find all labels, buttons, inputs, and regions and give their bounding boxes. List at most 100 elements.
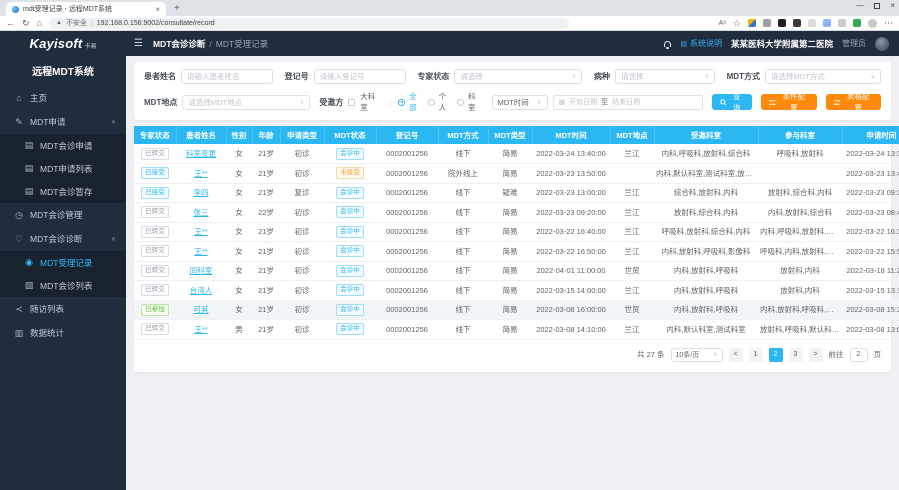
radio-科室[interactable]	[457, 98, 464, 106]
system-help-link[interactable]: ▤ 系统说明	[680, 38, 722, 49]
window-minimize-button[interactable]: —	[856, 1, 865, 10]
cell-patient-name[interactable]: 王**	[176, 319, 226, 340]
new-tab-button[interactable]: +	[174, 3, 180, 14]
sidebar-item-数据统计[interactable]: ▥ 数据统计	[0, 321, 126, 345]
patient-name-input[interactable]: 请输入患者姓名	[181, 69, 273, 84]
read-aloud-icon[interactable]: Aᵃ	[718, 19, 726, 27]
cell-patient-name[interactable]: 同科室	[176, 261, 226, 281]
search-button[interactable]: 查询	[711, 92, 753, 112]
patient-name-link[interactable]: 同科室	[189, 266, 213, 276]
mdt-mode-select[interactable]: 请选择MDT方式 ∨	[764, 69, 881, 84]
sidebar-item-MDT申请[interactable]: ✎ MDT申请 ∧	[0, 110, 126, 134]
home-icon[interactable]: ⌂	[36, 17, 42, 28]
sidebar-item-MDT会诊暂存[interactable]: ▤ MDT会诊暂存	[0, 180, 126, 203]
url-field[interactable]: ▲ 不安全 | 192.168.0.156:9002/consultate/re…	[48, 17, 569, 29]
cell-mdt-place: 兰江	[610, 202, 654, 223]
page-size-select[interactable]: 10条/页 ∨	[670, 347, 723, 362]
page-button-2[interactable]: 2	[768, 347, 783, 362]
big-dept-checkbox[interactable]	[348, 98, 356, 106]
cell-joined-depts	[758, 163, 842, 184]
back-icon[interactable]: ←	[6, 17, 15, 28]
window-close-button[interactable]: ×	[890, 1, 895, 10]
notification-bell-icon[interactable]	[664, 40, 672, 49]
cell-mdt-type: 简易	[488, 300, 532, 320]
goto-page-input[interactable]: 2	[849, 347, 868, 362]
cell-invited-depts: 内科,放射科,呼吸科	[654, 300, 758, 320]
condition-config-button[interactable]: 条件配置	[761, 92, 817, 112]
extension-icon[interactable]	[763, 19, 771, 27]
patient-name-link[interactable]: 王**	[194, 246, 208, 256]
browser-tab[interactable]: mdt受理记录 - 远程MDT系统 ×	[6, 2, 166, 16]
extension-icon[interactable]	[793, 19, 801, 27]
cell-patient-name[interactable]: 科室变更	[176, 144, 226, 164]
patient-name-link[interactable]: 台湾人	[189, 285, 213, 295]
cell-mdt-type: 简易	[488, 319, 532, 340]
cell-reg-no: 0002001256	[376, 163, 438, 184]
cell-mdt-type: 简易	[488, 280, 532, 301]
date-range-picker[interactable]: ▦ 开始日期 至 结束日期	[552, 94, 703, 110]
mdt-place-select[interactable]: 请选择MDT地点 ∨	[182, 94, 311, 110]
page-button-3[interactable]: 3	[788, 347, 803, 362]
cell-age: 21岁	[252, 163, 280, 184]
split-screen-icon[interactable]	[823, 19, 831, 27]
sidebar-item-MDT会诊诊断[interactable]: ♡ MDT会诊诊断 ∧	[0, 227, 126, 251]
user-avatar[interactable]	[875, 36, 889, 51]
time-type-select[interactable]: MDT时间 ∨	[491, 94, 548, 110]
extension-icon[interactable]	[808, 19, 816, 27]
window-maximize-button[interactable]	[874, 2, 881, 9]
extension-icon[interactable]	[778, 19, 786, 27]
browser-chrome: mdt受理记录 - 远程MDT系统 × + — × ← ↻ ⌂ ▲ 不安全 | …	[0, 0, 899, 31]
register-no-input[interactable]: 请输入登记号	[313, 69, 406, 84]
more-menu-icon[interactable]: ⋯	[884, 17, 893, 28]
table-row: 已转交 王** 女 21岁 初诊 会诊中 0002001256 线下 简易 2022-03-22 …	[134, 241, 899, 262]
prev-page-button[interactable]: <	[728, 347, 743, 362]
expert-status-select[interactable]: 请选择 ∨	[454, 69, 583, 84]
sidebar-item-MDT会诊申请[interactable]: ▤ MDT会诊申请	[0, 134, 126, 157]
tab-close-icon[interactable]: ×	[155, 4, 160, 14]
date-end-input[interactable]: 结束日期	[612, 99, 641, 106]
patient-name-link[interactable]: 科室变更	[186, 149, 216, 158]
refresh-icon[interactable]: ↻	[22, 17, 30, 28]
patient-name-link[interactable]: 王**	[194, 227, 208, 237]
cell-patient-name[interactable]: 李四	[176, 183, 226, 203]
disease-select[interactable]: 请选择 ∨	[614, 69, 715, 84]
patient-name-link[interactable]: 张三	[193, 207, 209, 217]
browser-profile-avatar[interactable]	[868, 18, 877, 28]
cell-mdt-place: 世贸	[610, 261, 654, 281]
cell-patient-name[interactable]: 王**	[176, 241, 226, 262]
cell-patient-name[interactable]: 可其	[176, 300, 226, 320]
patient-name-link[interactable]: 可其	[193, 305, 209, 315]
collections-icon[interactable]	[838, 19, 846, 27]
sidebar-item-MDT受理记录[interactable]: ◉ MDT受理记录	[0, 251, 126, 274]
home-icon: ⌂	[16, 93, 22, 103]
cell-patient-name[interactable]: 台湾人	[176, 280, 226, 301]
page-button-1[interactable]: 1	[748, 347, 763, 362]
radio-全部[interactable]	[398, 98, 406, 106]
sidebar-item-MDT申请列表[interactable]: ▤ MDT申请列表	[0, 157, 126, 180]
radio-个人[interactable]	[427, 98, 435, 106]
date-start-input[interactable]: 开始日期	[569, 99, 598, 106]
sidebar-item-MDT会诊列表[interactable]: ▧ MDT会诊列表	[0, 274, 126, 297]
cell-gender: 女	[226, 163, 252, 184]
table-config-button[interactable]: 表格配置	[825, 92, 881, 112]
extension-icon[interactable]	[748, 19, 756, 27]
patient-name-link[interactable]: 王**	[194, 324, 208, 334]
sidebar-item-主页[interactable]: ⌂ 主页	[0, 86, 126, 110]
sidebar-item-随访列表[interactable]: ≺ 随访列表	[0, 297, 126, 321]
cell-patient-name[interactable]: 王**	[176, 163, 226, 184]
system-help-label: 系统说明	[689, 39, 722, 48]
collapse-menu-icon[interactable]: ☰	[134, 38, 143, 49]
cell-patient-name[interactable]: 张三	[176, 202, 226, 223]
list-icon: ▤	[24, 163, 34, 173]
cell-patient-name[interactable]: 王**	[176, 222, 226, 242]
patient-name-link[interactable]: 李四	[193, 188, 209, 198]
security-label: 不安全	[65, 20, 87, 27]
sidebar-item-MDT会诊管理[interactable]: ◷ MDT会诊管理	[0, 203, 126, 227]
next-page-button[interactable]: >	[808, 347, 823, 362]
total-count: 共 27 条	[636, 350, 665, 359]
favorite-star-icon[interactable]: ☆	[732, 17, 741, 28]
cell-expert-status: 已转交	[134, 222, 176, 242]
patient-name-link[interactable]: 王**	[194, 168, 208, 178]
goto-suffix: 页	[873, 350, 882, 359]
extension-icon[interactable]	[853, 19, 861, 27]
